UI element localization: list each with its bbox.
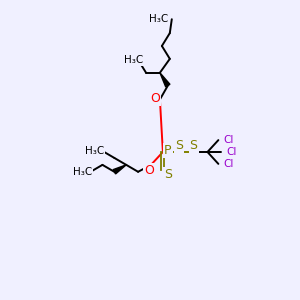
- Polygon shape: [160, 73, 170, 87]
- Polygon shape: [113, 165, 126, 174]
- Text: Cl: Cl: [223, 135, 233, 145]
- Text: O: O: [144, 164, 154, 177]
- Text: S: S: [190, 139, 198, 152]
- Text: H₃C: H₃C: [149, 14, 169, 24]
- Text: H₃C: H₃C: [85, 146, 104, 156]
- Text: S: S: [175, 139, 183, 152]
- Text: P: P: [164, 145, 172, 158]
- Text: Cl: Cl: [226, 147, 236, 157]
- Text: H₃C: H₃C: [124, 55, 143, 65]
- Text: Cl: Cl: [223, 159, 233, 169]
- Text: H₃C: H₃C: [73, 167, 92, 177]
- Text: S: S: [164, 168, 172, 181]
- Text: O: O: [150, 92, 160, 105]
